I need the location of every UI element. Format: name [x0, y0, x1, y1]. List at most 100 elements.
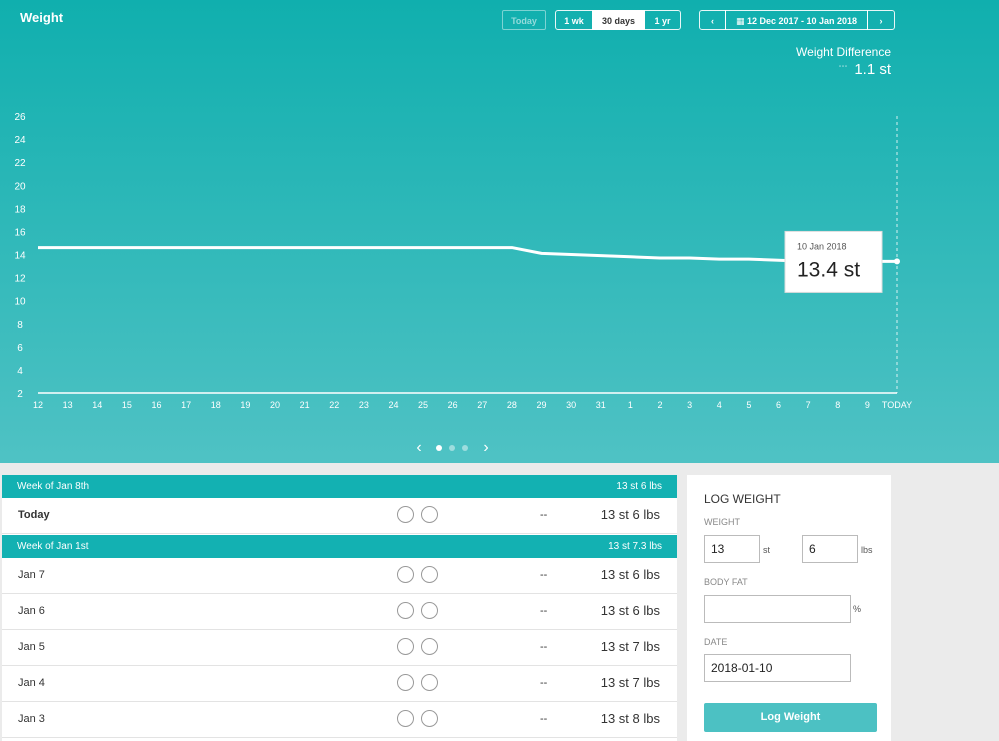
edit-button[interactable]	[421, 674, 438, 691]
entry-day: Jan 3	[18, 713, 45, 725]
y-tick-label: 4	[17, 366, 23, 377]
y-tick-label: 14	[14, 251, 26, 262]
stones-input[interactable]: 13	[704, 535, 760, 563]
x-tick-label: 26	[448, 400, 458, 410]
log-weight-form: LOG WEIGHT WEIGHT 13 st 6 lbs BODY FAT %…	[687, 475, 891, 741]
x-tick-label: 3	[687, 400, 692, 410]
x-tick-label: 1	[628, 400, 633, 410]
calendar-icon: ▦	[735, 16, 747, 26]
week-title: Week of Jan 1st	[17, 541, 89, 552]
entry-fat: --	[540, 641, 548, 653]
week-total: 13 st 7.3 lbs	[608, 541, 662, 552]
date-input[interactable]: 2018-01-10	[704, 654, 851, 682]
x-tick-label: 20	[270, 400, 280, 410]
entry-fat: --	[540, 605, 548, 617]
log-row: Jan 7 -- 13 st 6 lbs	[2, 558, 677, 594]
x-tick-label: 9	[865, 400, 870, 410]
unit-label: %	[853, 604, 862, 614]
edit-button[interactable]	[421, 638, 438, 655]
y-tick-label: 8	[17, 320, 23, 331]
x-tick-label: 23	[359, 400, 369, 410]
x-tick-label: 31	[596, 400, 606, 410]
entry-weight: 13 st 6 lbs	[600, 507, 660, 522]
x-tick-label: TODAY	[882, 400, 912, 410]
entry-day: Jan 7	[18, 569, 45, 581]
edit-button[interactable]	[421, 602, 438, 619]
y-tick-label: 16	[14, 227, 26, 238]
pounds-input[interactable]: 6	[802, 535, 858, 563]
log-row: Today -- 13 st 6 lbs	[2, 498, 677, 534]
x-tick-label: 5	[746, 400, 751, 410]
entry-weight: 13 st 6 lbs	[600, 603, 660, 618]
edit-button[interactable]	[421, 710, 438, 727]
entry-fat: --	[540, 713, 548, 725]
end-point	[894, 258, 900, 265]
y-tick-label: 2	[17, 389, 23, 400]
page-dot[interactable]	[436, 445, 442, 451]
y-tick-label: 22	[14, 158, 26, 169]
x-tick-label: 24	[388, 400, 398, 410]
edit-button[interactable]	[421, 566, 438, 583]
unit-label: lbs	[861, 545, 873, 555]
today-button[interactable]: Today	[502, 10, 546, 30]
y-tick-label: 24	[14, 135, 26, 146]
x-tick-label: 13	[63, 400, 73, 410]
submit-button[interactable]: Log Weight	[704, 703, 877, 732]
entry-day: Jan 5	[18, 641, 45, 653]
x-tick-label: 12	[33, 400, 43, 410]
x-tick-label: 15	[122, 400, 132, 410]
week-header: Week of Jan 8th 13 st 6 lbs	[2, 475, 677, 498]
header-area: Weight Today 1 wk 30 days 1 yr ‹ ▦ 12 De…	[0, 0, 999, 463]
tooltip-box	[784, 230, 883, 293]
entry-fat: --	[540, 677, 548, 689]
log-row: Jan 6 -- 13 st 6 lbs	[2, 594, 677, 630]
x-tick-label: 21	[300, 400, 310, 410]
range-button[interactable]: 1 yr	[644, 10, 681, 30]
log-row: Jan 5 -- 13 st 7 lbs	[2, 630, 677, 666]
body-fat-input[interactable]	[704, 595, 851, 623]
edit-button[interactable]	[421, 506, 438, 523]
x-tick-label: 14	[92, 400, 102, 410]
x-tick-label: 2	[658, 400, 663, 410]
delete-button[interactable]	[397, 674, 414, 691]
entry-weight: 13 st 7 lbs	[600, 675, 660, 690]
next-page[interactable]: ›	[483, 439, 488, 456]
form-title: LOG WEIGHT	[704, 492, 781, 506]
page-dot[interactable]	[462, 445, 468, 451]
week-header: Week of Jan 1st 13 st 7.3 lbs	[2, 535, 677, 558]
x-tick-label: 25	[418, 400, 428, 410]
x-tick-label: 29	[537, 400, 547, 410]
delete-button[interactable]	[397, 566, 414, 583]
x-tick-label: 7	[806, 400, 811, 410]
delete-button[interactable]	[397, 602, 414, 619]
x-tick-label: 28	[507, 400, 517, 410]
difference-value: 1.1 st	[854, 61, 891, 78]
difference-label: Weight Difference	[796, 45, 891, 59]
field-label: BODY FAT	[704, 577, 748, 587]
x-tick-label: 22	[329, 400, 339, 410]
entry-day: Jan 4	[18, 677, 45, 689]
weight-line	[38, 246, 897, 263]
next-range[interactable]: ›	[867, 10, 895, 30]
log-row: Jan 4 -- 13 st 7 lbs	[2, 666, 677, 702]
delete-button[interactable]	[397, 638, 414, 655]
prev-page[interactable]: ‹	[416, 439, 421, 456]
x-tick-label: 18	[211, 400, 221, 410]
delete-button[interactable]	[397, 506, 414, 523]
range-button[interactable]: 30 days	[592, 10, 645, 30]
week-total: 13 st 6 lbs	[616, 481, 662, 492]
x-tick-label: 6	[776, 400, 781, 410]
page-title: Weight	[20, 10, 64, 25]
scale-icon: ⋯	[839, 61, 848, 71]
x-tick-label: 8	[835, 400, 840, 410]
entry-day: Today	[18, 509, 50, 521]
x-tick-label: 4	[717, 400, 722, 410]
delete-button[interactable]	[397, 710, 414, 727]
x-tick-label: 16	[151, 400, 161, 410]
tooltip-date: 10 Jan 2018	[797, 241, 847, 251]
entry-fat: --	[540, 569, 548, 581]
date-range-text: 12 Dec 2017 - 10 Jan 2018	[746, 16, 858, 26]
page-dot[interactable]	[449, 445, 455, 451]
tooltip-value: 13.4 st	[797, 258, 860, 281]
